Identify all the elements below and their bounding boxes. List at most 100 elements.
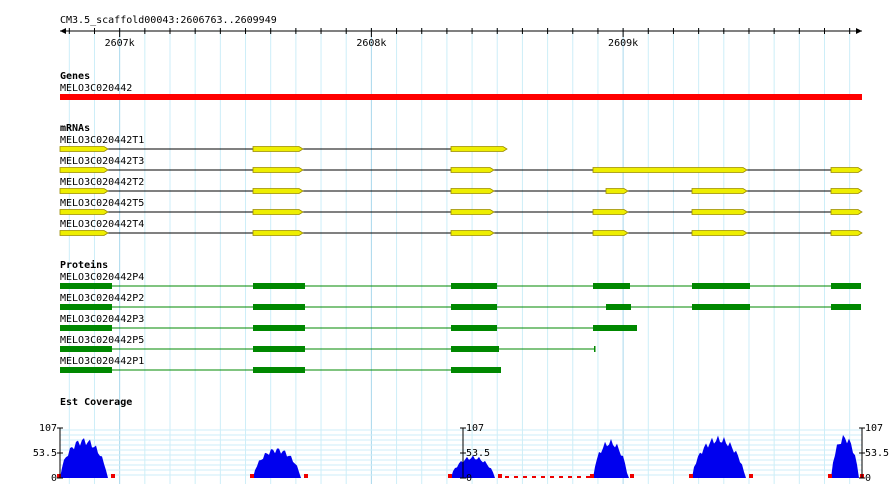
coverage-area bbox=[692, 435, 750, 478]
cds bbox=[451, 367, 501, 373]
cds bbox=[60, 325, 112, 331]
exon bbox=[252, 188, 304, 194]
exon bbox=[59, 209, 109, 215]
coverage-axis-label: 0 bbox=[865, 473, 871, 484]
feature-label: MELO3C020442T4 bbox=[60, 219, 144, 230]
cds bbox=[451, 325, 497, 331]
exon bbox=[605, 188, 629, 194]
feature-label: MELO3C020442T1 bbox=[60, 135, 144, 146]
cds bbox=[692, 304, 750, 310]
coverage-base bbox=[532, 476, 536, 478]
feature-label: MELO3C020442T3 bbox=[60, 156, 144, 167]
cds bbox=[253, 304, 305, 310]
feature-label: MELO3C020442P4 bbox=[60, 272, 144, 283]
exon bbox=[450, 167, 495, 173]
exon bbox=[592, 167, 748, 173]
coverage-axis-label: 53.5 bbox=[865, 448, 889, 459]
coverage-base bbox=[111, 474, 115, 478]
feature-label: MELO3C020442P2 bbox=[60, 293, 144, 304]
exon bbox=[59, 146, 109, 152]
coverage-base bbox=[586, 476, 590, 478]
coverage-axis-label: 0 bbox=[466, 473, 472, 484]
coverage-base bbox=[498, 474, 502, 478]
location-label: CM3.5_scaffold00043:2606763..2609949 bbox=[60, 15, 277, 26]
coverage-base bbox=[304, 474, 308, 478]
exon bbox=[830, 209, 863, 215]
track-title: Est Coverage bbox=[60, 397, 132, 408]
exon bbox=[691, 209, 748, 215]
ruler-tick-label: 2607k bbox=[105, 38, 135, 49]
feature-label: MELO3C020442P5 bbox=[60, 335, 144, 346]
exon bbox=[592, 230, 629, 236]
cds bbox=[594, 346, 596, 352]
cds bbox=[451, 304, 497, 310]
coverage-area bbox=[253, 448, 305, 478]
exon bbox=[252, 146, 304, 152]
exon bbox=[252, 230, 304, 236]
coverage-base bbox=[541, 476, 545, 478]
cds bbox=[60, 283, 112, 289]
cds bbox=[253, 367, 305, 373]
feature-label: MELO3C020442P1 bbox=[60, 356, 144, 367]
coverage-base bbox=[577, 476, 581, 478]
exon bbox=[252, 209, 304, 215]
cds bbox=[253, 283, 305, 289]
coverage-base bbox=[590, 474, 594, 478]
coverage-base bbox=[630, 474, 634, 478]
coverage-area bbox=[593, 439, 631, 478]
coverage-axis-label: 0 bbox=[51, 473, 57, 484]
cds bbox=[60, 346, 112, 352]
exon bbox=[691, 188, 748, 194]
coverage-base bbox=[550, 476, 554, 478]
track-title: Genes bbox=[60, 71, 90, 82]
exon bbox=[450, 209, 495, 215]
feature-label: MELO3C020442T2 bbox=[60, 177, 144, 188]
exon bbox=[450, 188, 495, 194]
track-title: Proteins bbox=[60, 259, 108, 271]
cds bbox=[606, 304, 631, 310]
cds bbox=[692, 283, 750, 289]
cds bbox=[831, 304, 861, 310]
exon bbox=[59, 230, 109, 236]
feature-label: MELO3C020442T5 bbox=[60, 198, 144, 209]
cds bbox=[253, 346, 305, 352]
exon bbox=[450, 146, 508, 152]
coverage-base bbox=[828, 474, 832, 478]
exon bbox=[59, 188, 109, 194]
exon bbox=[450, 230, 495, 236]
cds bbox=[593, 283, 630, 289]
feature-label: MELO3C020442 bbox=[60, 83, 132, 94]
coverage-base bbox=[689, 474, 693, 478]
cds bbox=[60, 304, 112, 310]
exon bbox=[59, 167, 109, 173]
coverage-base bbox=[568, 476, 572, 478]
ruler-tick-label: 2608k bbox=[356, 38, 386, 49]
coverage-axis-label: 53.5 bbox=[466, 448, 490, 459]
exon bbox=[592, 209, 629, 215]
ruler-tick-label: 2609k bbox=[608, 38, 638, 49]
coverage-base bbox=[448, 474, 452, 478]
exon bbox=[830, 230, 863, 236]
cds bbox=[451, 346, 499, 352]
feature-label: MELO3C020442P3 bbox=[60, 314, 144, 325]
track-title: mRNAs bbox=[60, 123, 90, 134]
coverage-axis-label: 53.5 bbox=[33, 448, 57, 459]
coverage-base bbox=[749, 474, 753, 478]
exon bbox=[252, 167, 304, 173]
exon bbox=[830, 188, 863, 194]
coverage-base bbox=[250, 474, 254, 478]
cds bbox=[60, 367, 112, 373]
exon bbox=[691, 230, 748, 236]
coverage-area bbox=[60, 438, 112, 478]
cds bbox=[253, 325, 305, 331]
coverage-area bbox=[831, 435, 861, 478]
coverage-base bbox=[514, 476, 518, 478]
gene-feature bbox=[60, 94, 862, 100]
cds bbox=[451, 283, 497, 289]
coverage-base bbox=[559, 476, 563, 478]
coverage-base bbox=[523, 476, 527, 478]
coverage-axis-label: 107 bbox=[865, 423, 883, 434]
coverage-base bbox=[57, 474, 61, 478]
coverage-base bbox=[505, 476, 509, 478]
